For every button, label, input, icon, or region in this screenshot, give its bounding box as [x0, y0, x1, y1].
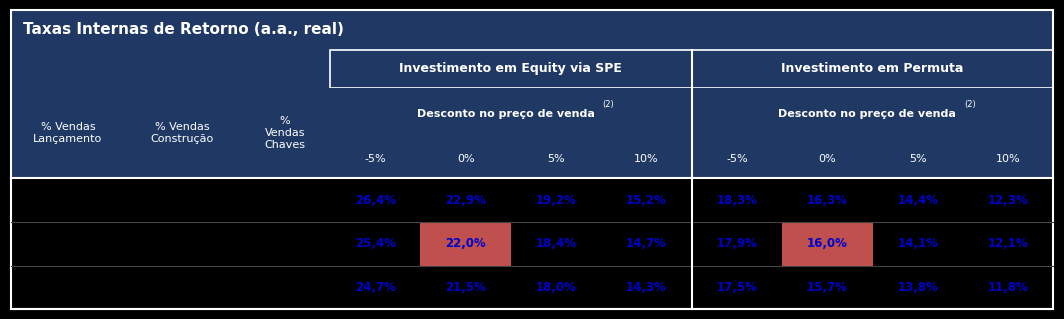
Bar	[511, 222, 601, 266]
Text: 5%: 5%	[909, 154, 927, 165]
Text: Desconto no preço de venda: Desconto no preço de venda	[778, 109, 957, 119]
Bar	[963, 222, 1053, 266]
Bar	[601, 141, 692, 178]
Text: 16,3%: 16,3%	[807, 194, 848, 207]
Text: 12,3%: 12,3%	[987, 194, 1029, 207]
Text: 25,4%: 25,4%	[354, 237, 396, 250]
Bar	[782, 178, 872, 222]
Bar	[692, 222, 782, 266]
Bar	[782, 266, 872, 309]
Bar	[692, 141, 782, 178]
Bar	[963, 178, 1053, 222]
Text: 17,5%: 17,5%	[716, 281, 758, 294]
Bar	[330, 141, 420, 178]
Bar	[692, 50, 1053, 88]
Text: % Vendas
Construção: % Vendas Construção	[151, 122, 214, 144]
Bar	[420, 141, 511, 178]
Bar	[601, 222, 692, 266]
Text: -5%: -5%	[365, 154, 386, 165]
Text: 19,2%: 19,2%	[535, 194, 577, 207]
Text: 10%: 10%	[634, 154, 659, 165]
Bar	[420, 266, 511, 309]
Bar	[330, 222, 420, 266]
Text: 21,5%: 21,5%	[445, 281, 486, 294]
Bar	[330, 50, 692, 88]
Bar	[420, 178, 511, 222]
Text: Investimento em Permuta: Investimento em Permuta	[781, 63, 964, 75]
Text: 12,1%: 12,1%	[987, 237, 1029, 250]
Bar	[330, 88, 692, 141]
Text: 11,8%: 11,8%	[987, 281, 1029, 294]
Text: 14,4%: 14,4%	[897, 194, 938, 207]
Bar	[782, 222, 872, 266]
Bar	[601, 178, 692, 222]
Bar	[601, 266, 692, 309]
Text: 0%: 0%	[456, 154, 475, 165]
Text: 22,0%: 22,0%	[446, 237, 486, 250]
Text: 24,7%: 24,7%	[355, 281, 396, 294]
Text: 5%: 5%	[547, 154, 565, 165]
Bar	[872, 266, 963, 309]
Bar	[872, 222, 963, 266]
Text: 18,0%: 18,0%	[535, 281, 577, 294]
Bar	[420, 222, 511, 266]
Bar	[872, 141, 963, 178]
Text: 17,9%: 17,9%	[716, 237, 758, 250]
Text: Taxas Internas de Retorno (a.a., real): Taxas Internas de Retorno (a.a., real)	[23, 22, 345, 37]
Bar	[963, 266, 1053, 309]
Bar	[692, 266, 782, 309]
Text: -5%: -5%	[726, 154, 748, 165]
Bar	[330, 266, 420, 309]
Text: %
Vendas
Chaves: % Vendas Chaves	[264, 116, 305, 150]
Text: 22,9%: 22,9%	[445, 194, 486, 207]
Bar	[692, 178, 782, 222]
Text: (2): (2)	[964, 100, 976, 109]
Bar	[782, 141, 872, 178]
Text: Investimento em Equity via SPE: Investimento em Equity via SPE	[399, 63, 622, 75]
Text: 14,3%: 14,3%	[626, 281, 667, 294]
Bar	[11, 266, 1053, 309]
Bar	[511, 141, 601, 178]
Bar	[330, 178, 420, 222]
Bar	[11, 88, 126, 178]
Text: (2): (2)	[602, 100, 614, 109]
Text: 10%: 10%	[996, 154, 1020, 165]
Bar	[872, 178, 963, 222]
Text: 14,1%: 14,1%	[897, 237, 938, 250]
Text: % Vendas
Lançamento: % Vendas Lançamento	[33, 122, 102, 144]
Bar	[11, 10, 1053, 50]
Bar	[11, 50, 1053, 88]
Bar	[511, 266, 601, 309]
Bar	[692, 88, 1053, 141]
Text: 16,0%: 16,0%	[807, 237, 848, 250]
Text: 18,4%: 18,4%	[535, 237, 577, 250]
Text: 15,2%: 15,2%	[626, 194, 667, 207]
Text: 13,8%: 13,8%	[897, 281, 938, 294]
Bar	[11, 222, 1053, 266]
Bar	[963, 141, 1053, 178]
Bar	[11, 178, 1053, 222]
Text: 26,4%: 26,4%	[354, 194, 396, 207]
Text: 15,7%: 15,7%	[807, 281, 848, 294]
Bar	[126, 88, 239, 178]
Bar	[511, 178, 601, 222]
Text: 0%: 0%	[818, 154, 836, 165]
Text: 18,3%: 18,3%	[716, 194, 758, 207]
Bar	[239, 88, 330, 178]
Text: Desconto no preço de venda: Desconto no preço de venda	[417, 109, 595, 119]
Text: 14,7%: 14,7%	[626, 237, 667, 250]
